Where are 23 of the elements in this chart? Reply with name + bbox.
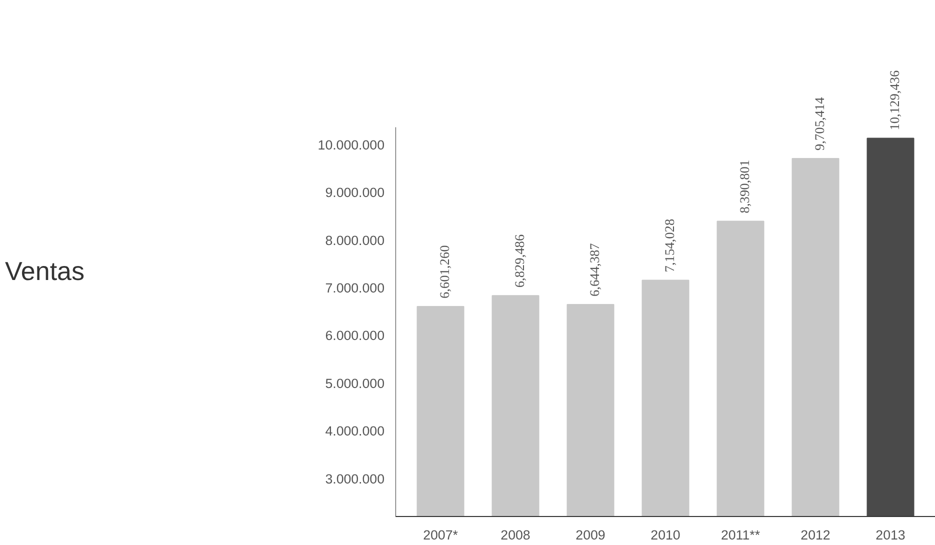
x-tick-label: 2010 [650, 528, 680, 542]
x-tick-label: 2009 [576, 528, 606, 542]
x-tick-label: 2011** [720, 528, 760, 542]
x-tick-label: 2008 [500, 528, 530, 542]
y-tick-label: 10.000.000 [318, 137, 385, 152]
data-label: 10,129,436 [887, 70, 902, 130]
data-label: 6,601,260 [437, 244, 452, 299]
data-label: 6,829,486 [512, 234, 527, 288]
y-tick-label: 8.000.000 [325, 232, 385, 248]
x-tick-label: 2012 [800, 528, 830, 542]
y-tick-label: 4.000.000 [325, 424, 385, 439]
y-tick-label: 7.000.000 [325, 280, 385, 296]
x-tick-label: 2007* [423, 528, 458, 542]
text: Ventas [5, 255, 85, 288]
x-tick-label: 2013 [876, 528, 906, 542]
y-tick-label: 5.000.000 [325, 376, 385, 391]
data-label: 8,390,801 [737, 160, 752, 214]
y-tick-label: 3.000.000 [325, 471, 385, 486]
data-label: 6,644,387 [587, 242, 602, 297]
y-tick-label: 9.000.000 [325, 185, 385, 200]
data-label: 7,154,028 [662, 218, 677, 272]
y-tick-label: 6.000.000 [325, 328, 385, 344]
data-label: 9,705,414 [812, 96, 827, 150]
